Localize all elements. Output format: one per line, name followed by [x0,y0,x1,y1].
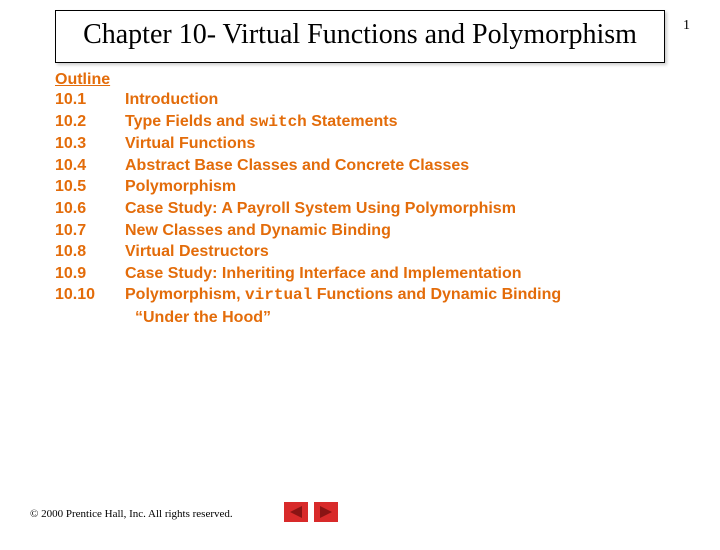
outline-item: 10.5 Polymorphism [55,176,680,198]
outline-num: 10.6 [55,198,125,220]
chapter-title: Chapter 10- Virtual Functions and Polymo… [68,17,652,52]
outline-text: Virtual Functions [125,133,680,155]
nav-buttons [284,502,338,522]
outline-item: 10.9 Case Study: Inheriting Interface an… [55,263,680,285]
outline-text: Polymorphism [125,176,680,198]
triangle-right-icon [314,502,338,522]
outline-text: Type Fields and switch Statements [125,111,680,134]
outline-num: 10.1 [55,89,125,111]
outline-num: 10.8 [55,241,125,263]
outline-text: Introduction [125,89,680,111]
outline-heading: Outline [55,71,680,89]
outline-num: 10.2 [55,111,125,134]
outline-item: 10.10 Polymorphism, virtual Functions an… [55,284,680,307]
outline-item: 10.4 Abstract Base Classes and Concrete … [55,155,680,177]
outline-item: 10.8 Virtual Destructors [55,241,680,263]
outline-num: 10.9 [55,263,125,285]
outline-text: Case Study: Inheriting Interface and Imp… [125,263,680,285]
outline-text: Abstract Base Classes and Concrete Class… [125,155,680,177]
outline-item: 10.7 New Classes and Dynamic Binding [55,220,680,242]
outline-item: 10.1 Introduction [55,89,680,111]
outline-num: 10.7 [55,220,125,242]
outline-text: Case Study: A Payroll System Using Polym… [125,198,680,220]
outline-continuation: “Under the Hood” [55,307,680,329]
next-button[interactable] [314,502,338,522]
outline-item: 10.6 Case Study: A Payroll System Using … [55,198,680,220]
outline-item: 10.3 Virtual Functions [55,133,680,155]
outline-num: 10.4 [55,155,125,177]
outline-num: 10.3 [55,133,125,155]
page-number: 1 [683,18,690,34]
outline-text: Polymorphism, virtual Functions and Dyna… [125,284,680,307]
outline-num: 10.5 [55,176,125,198]
outline-num: 10.10 [55,284,125,307]
outline-text: Virtual Destructors [125,241,680,263]
prev-button[interactable] [284,502,308,522]
outline-item: 10.2 Type Fields and switch Statements [55,111,680,134]
copyright-notice: © 2000 Prentice Hall, Inc. All rights re… [30,508,233,520]
title-box: Chapter 10- Virtual Functions and Polymo… [55,10,665,63]
triangle-left-icon [284,502,308,522]
outline-section: Outline 10.1 Introduction 10.2 Type Fiel… [55,71,680,329]
outline-text: New Classes and Dynamic Binding [125,220,680,242]
